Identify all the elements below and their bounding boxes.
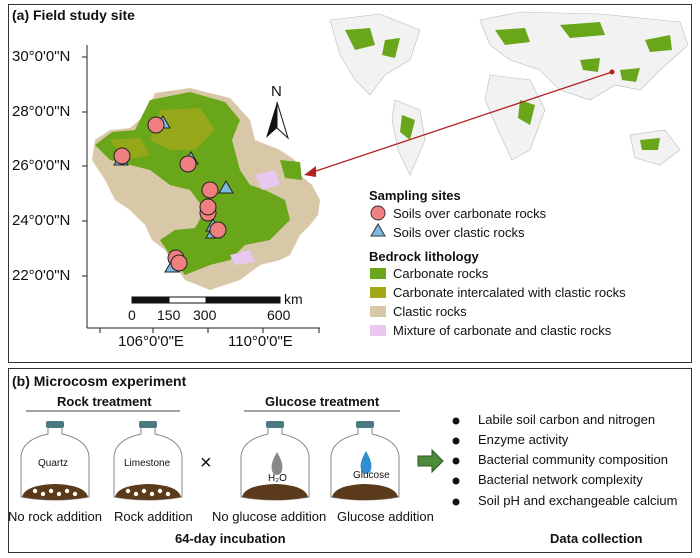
data-collection-title: Data collection xyxy=(550,531,643,546)
north-label: N xyxy=(271,83,282,100)
legend-sampling-title: Sampling sites xyxy=(369,188,461,203)
lat-label: 28°0'0"N xyxy=(12,103,71,120)
jar-label: Limestone xyxy=(124,458,171,469)
bullets xyxy=(452,417,460,506)
legend-item: Soils over clastic rocks xyxy=(393,225,525,240)
jar-caption: No glucose addition xyxy=(212,509,327,524)
scale-bar xyxy=(131,296,281,304)
jar-label: Quartz xyxy=(38,458,69,469)
data-collection-item: Soil pH and exchangeable calcium xyxy=(478,493,678,508)
jar-caption: No rock addition xyxy=(8,509,102,524)
legend-item: Clastic rocks xyxy=(393,304,467,319)
panel-b-title: (b) Microcosm experiment xyxy=(12,373,187,389)
location-arrow xyxy=(309,71,613,174)
data-collection-item: Labile soil carbon and nitrogen xyxy=(478,412,656,427)
lat-label: 22°0'0"N xyxy=(12,267,71,284)
jar-icon xyxy=(113,421,183,501)
world-map xyxy=(329,11,689,176)
legend-item: Soils over carbonate rocks xyxy=(393,206,547,221)
rock-treatment-heading: Rock treatment xyxy=(57,394,152,409)
lat-label: 26°0'0"N xyxy=(12,157,71,174)
panel-a-title: (a) Field study site xyxy=(12,7,135,23)
jar-label: H₂O xyxy=(268,473,287,484)
legend-item: Carbonate rocks xyxy=(393,266,489,281)
jar-label: Glucose xyxy=(353,470,390,481)
jar-caption: Rock addition xyxy=(114,509,193,524)
cross-symbol: × xyxy=(200,452,212,474)
lon-label: 110°0'0"E xyxy=(228,333,293,350)
jar-icon xyxy=(20,421,90,501)
scale-tick: 0 xyxy=(128,307,136,323)
water-drop-icon xyxy=(271,452,283,475)
north-arrow-icon xyxy=(266,101,290,140)
panel-a-frame xyxy=(8,4,692,363)
legend-lithology-title: Bedrock lithology xyxy=(369,249,479,264)
data-collection-item: Bacterial network complexity xyxy=(478,472,643,487)
data-collection-item: Enzyme activity xyxy=(478,432,569,447)
scale-tick: 150 xyxy=(157,307,181,323)
scale-tick: 600 xyxy=(267,307,291,323)
legend-item: Carbonate intercalated with clastic rock… xyxy=(393,285,626,300)
lat-label: 24°0'0"N xyxy=(12,212,71,229)
lat-label: 30°0'0"N xyxy=(12,48,71,65)
study-location-marker xyxy=(609,69,615,75)
glucose-drop-icon xyxy=(360,451,372,474)
data-collection-item: Bacterial community composition xyxy=(478,452,669,467)
flow-arrow-icon xyxy=(417,448,444,474)
jar-caption: Glucose addition xyxy=(337,509,434,524)
arrow-head xyxy=(304,166,316,177)
lon-label: 106°0'0"E xyxy=(118,333,184,350)
scale-unit: km xyxy=(284,291,303,307)
glucose-treatment-heading: Glucose treatment xyxy=(265,394,380,409)
legend-symbols xyxy=(370,205,386,336)
scale-tick: 300 xyxy=(193,307,217,323)
incubation-label: 64-day incubation xyxy=(175,531,286,546)
panel-b-frame xyxy=(8,368,692,553)
map-axes xyxy=(82,45,320,333)
legend-item: Mixture of carbonate and clastic rocks xyxy=(393,323,612,338)
sampling-sites xyxy=(113,115,234,273)
